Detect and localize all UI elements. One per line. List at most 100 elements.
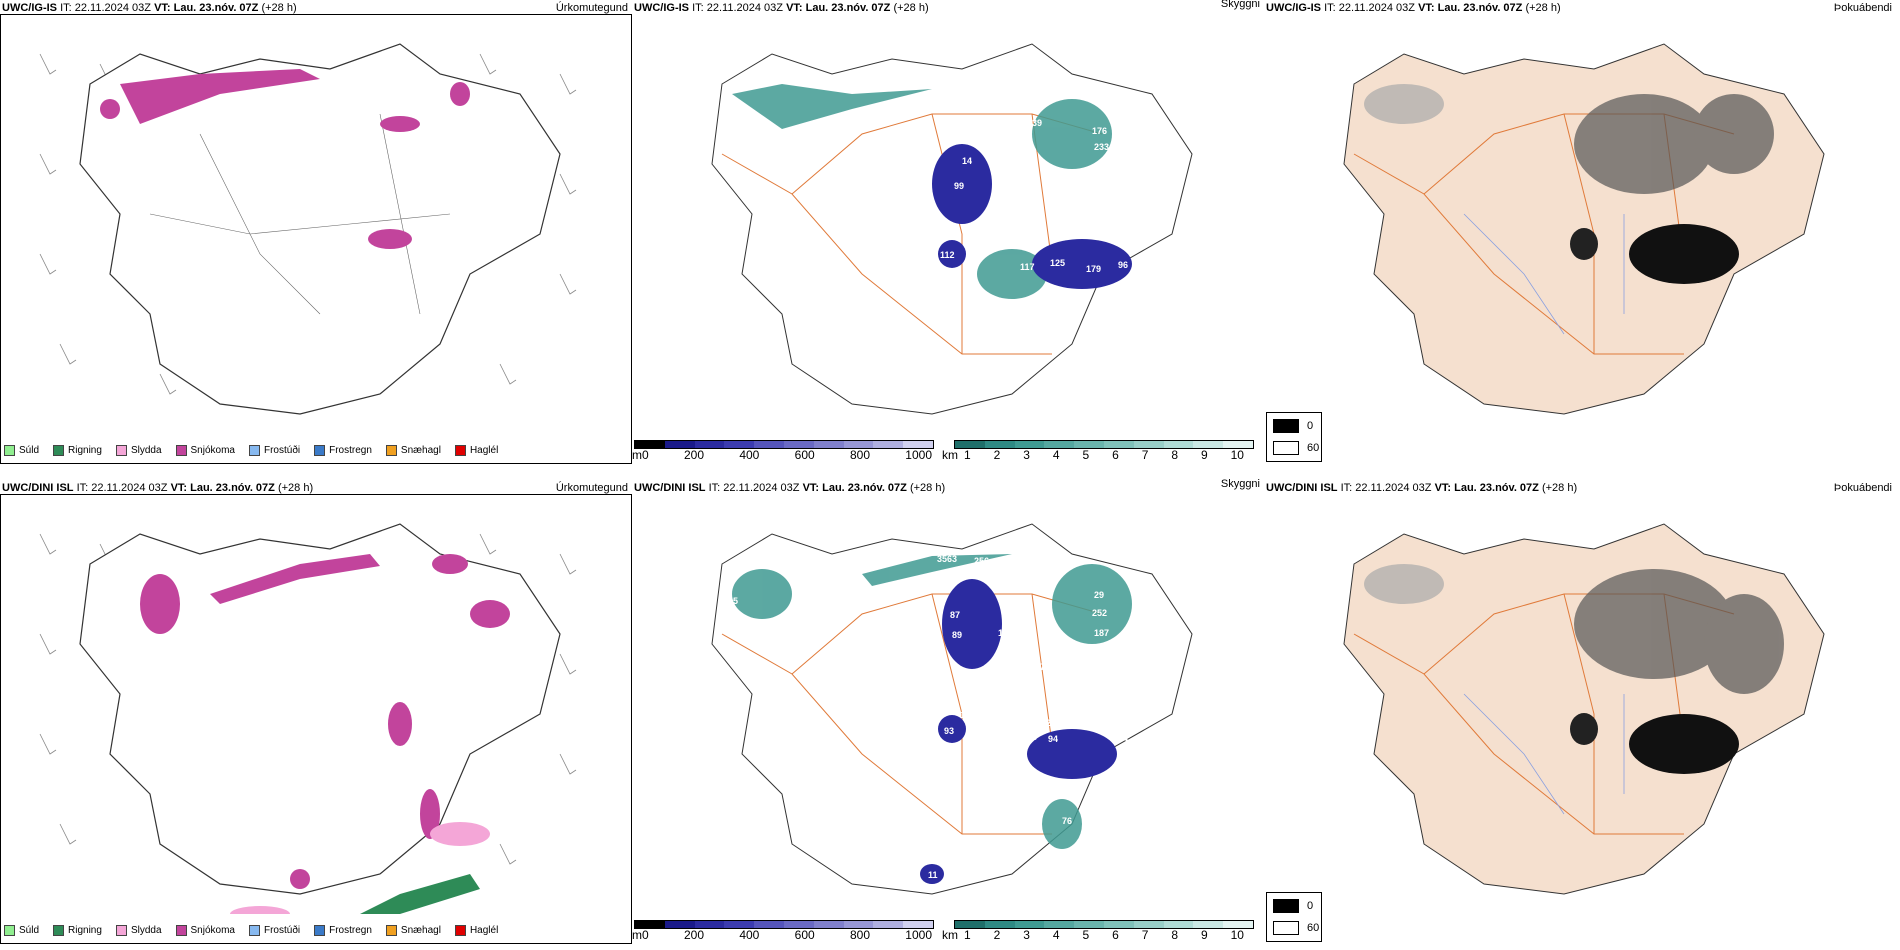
svg-text:117: 117 [1020, 262, 1035, 272]
svg-text:233: 233 [1094, 142, 1109, 152]
cbar-seg [1103, 441, 1134, 448]
cbar-seg [873, 921, 904, 928]
visibility-labels: 19 40 28 449 18 99 93 169 56 79 15 148 1… [728, 102, 1128, 300]
precip-variable-row1: Úrkomutegund [555, 2, 628, 14]
legend-item: Snjókoma [175, 925, 235, 936]
svg-text:187: 187 [1094, 628, 1109, 638]
svg-text:18: 18 [887, 102, 897, 112]
legend-item: Frostúði [248, 925, 300, 936]
legend-swatch [314, 925, 326, 936]
cbar-seg [1074, 921, 1104, 928]
legend-item: Rigning [53, 925, 102, 936]
precip-title-row1: UWC/IG-IS IT: 22.11.2024 03Z VT: Lau. 23… [2, 2, 297, 14]
svg-text:87: 87 [950, 610, 960, 620]
visibility-labels: 15 3563 256 87 89 101 29 252 187 194 76 … [728, 554, 1149, 880]
svg-text:15: 15 [1100, 216, 1110, 226]
fog-legend-row2: 0 60 [1266, 892, 1322, 942]
legend-swatch [115, 445, 127, 456]
cbar-seg [873, 441, 904, 448]
svg-text:28: 28 [772, 144, 782, 154]
fog-title-row1: UWC/IG-IS IT: 22.11.2024 03Z VT: Lau. 23… [1266, 2, 1561, 14]
svg-text:256: 256 [974, 556, 989, 566]
precip-panel-row1: UWC/IG-IS IT: 22.11.2024 03Z VT: Lau. 23… [0, 0, 632, 464]
cloud-base-ticks-row1: 0 200 400 600 800 1000 [642, 448, 932, 462]
svg-text:15: 15 [728, 596, 738, 606]
cloud-base-ticks-row2: 0 200 400 600 800 1000 [642, 928, 932, 942]
legend-item: Frostregn [314, 925, 372, 936]
svg-text:449: 449 [804, 122, 819, 132]
svg-text:93: 93 [992, 176, 1002, 186]
svg-text:39: 39 [1032, 118, 1042, 128]
fog-legend-item: 60 [1273, 921, 1319, 935]
cbar-seg [724, 921, 755, 928]
legend-item: Frostregn [314, 445, 372, 456]
svg-text:120: 120 [1028, 704, 1043, 714]
visibility-colorbar-row2 [954, 920, 1254, 929]
legend-item: Slydda [115, 925, 162, 936]
svg-text:84: 84 [1118, 734, 1128, 744]
snow-areas [140, 554, 510, 889]
roads [721, 113, 1103, 355]
fog-legend-item: 60 [1273, 441, 1319, 455]
fog-panel-row2: UWC/DINI ISL IT: 22.11.2024 03Z VT: Lau.… [1264, 480, 1896, 944]
dense-fog-area [1629, 714, 1739, 774]
cbar-seg [724, 441, 755, 448]
cbar-seg [783, 441, 814, 448]
legend-swatch [115, 925, 127, 936]
svg-text:16: 16 [1102, 166, 1112, 176]
precip-panel-row2: UWC/DINI ISL IT: 22.11.2024 03Z VT: Lau.… [0, 480, 632, 944]
cbar-seg [1163, 921, 1194, 928]
svg-text:168: 168 [1062, 290, 1077, 300]
precip-map-row2 [39, 523, 577, 914]
iceland-outline [79, 523, 561, 895]
low-visibility-areas [732, 554, 1132, 849]
cbar-seg [1044, 441, 1075, 448]
precip-title-row2: UWC/DINI ISL IT: 22.11.2024 03Z VT: Lau.… [2, 482, 314, 494]
legend-item: Snæhagl [385, 925, 441, 936]
dense-fog-area [1570, 713, 1598, 745]
visibility-colorbar-row1 [954, 440, 1254, 449]
legend-swatch [248, 925, 260, 936]
fog-variable-row2: Þokuábendi [1833, 482, 1892, 494]
fog-areas [1364, 84, 1774, 194]
cloud-base-colorbar-row2 [634, 920, 934, 929]
svg-text:3563: 3563 [937, 554, 957, 564]
cbar-seg [903, 921, 933, 928]
roads [1353, 593, 1735, 835]
precip-map-row1 [39, 43, 577, 415]
svg-text:24: 24 [1030, 102, 1040, 112]
cloud-base-unit-row2: m [632, 928, 642, 942]
cloud-variable-row1: Skyggni [1220, 0, 1260, 10]
svg-text:29: 29 [1094, 590, 1104, 600]
snow-areas [100, 69, 470, 249]
cbar-seg [955, 441, 985, 448]
cbar-seg [843, 441, 874, 448]
legend-item: Haglél [454, 925, 498, 936]
legend-swatch [248, 445, 260, 456]
visibility-unit-row2: km [942, 928, 958, 942]
legend-swatch [1273, 441, 1299, 455]
fog-title-row2: UWC/DINI ISL IT: 22.11.2024 03Z VT: Lau.… [1266, 482, 1578, 494]
svg-text:99: 99 [954, 181, 964, 191]
cbar-seg [664, 921, 695, 928]
cbar-seg [955, 921, 985, 928]
dense-fog-area [1570, 228, 1598, 260]
low-cloud-areas [932, 144, 1132, 289]
legend-item: Snjókoma [175, 445, 235, 456]
low-cloud-areas [920, 579, 1117, 884]
fog-map-row2 [1343, 523, 1825, 895]
legend-item: Súld [4, 445, 39, 456]
legend-item: Frostúði [248, 445, 300, 456]
svg-text:93: 93 [944, 726, 954, 736]
fog-areas [1364, 564, 1784, 694]
svg-text:89: 89 [952, 630, 962, 640]
fog-panel-row1: UWC/IG-IS IT: 22.11.2024 03Z VT: Lau. 23… [1264, 0, 1896, 464]
visibility-unit-row1: km [942, 448, 958, 462]
cloud-base-unit-row1: m [632, 448, 642, 462]
dense-fog-area [1629, 224, 1739, 284]
cloud-title-row1: UWC/IG-IS IT: 22.11.2024 03Z VT: Lau. 23… [634, 2, 929, 14]
fog-legend-item: 0 [1273, 899, 1313, 913]
cloud-panel-row1: UWC/IG-IS IT: 22.11.2024 03Z VT: Lau. 23… [632, 0, 1264, 464]
legend-swatch [4, 445, 15, 456]
legend-swatch [175, 445, 187, 456]
